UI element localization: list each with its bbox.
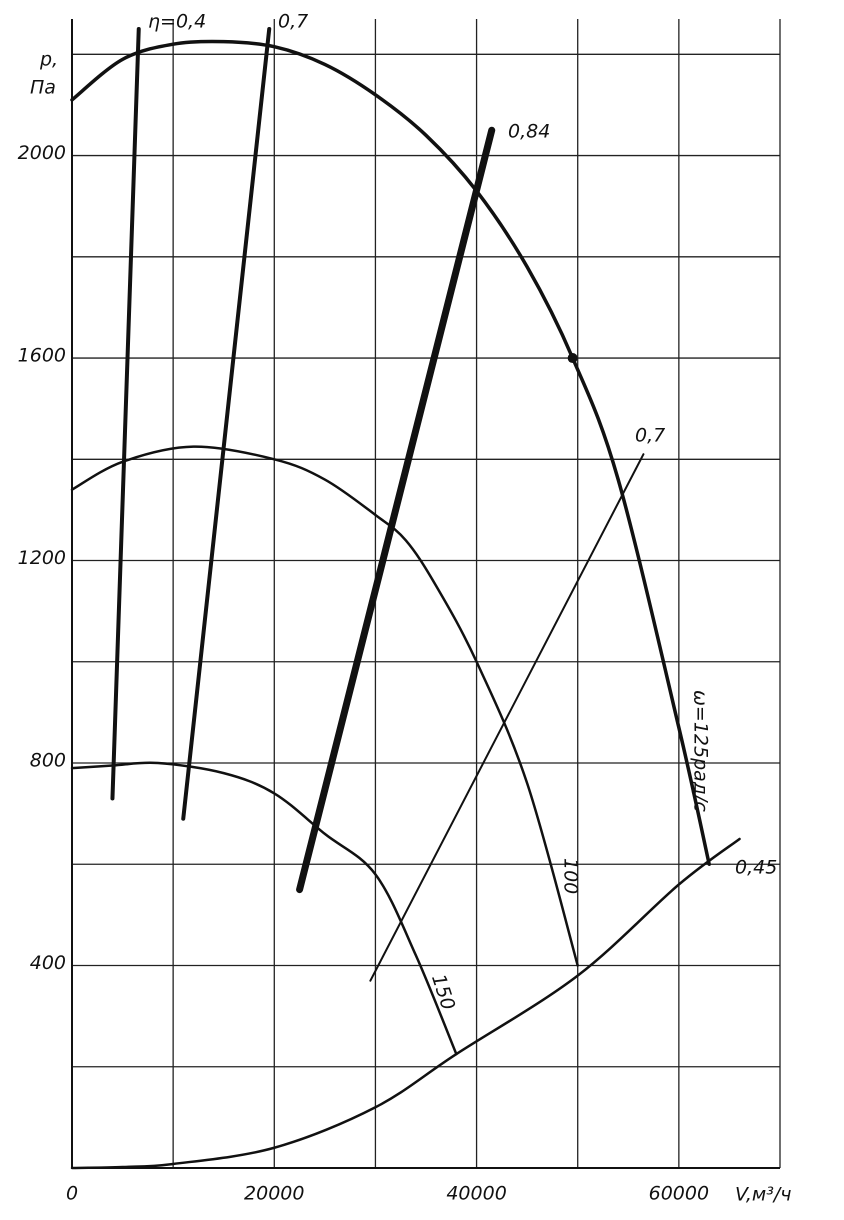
curve [181, 27, 272, 821]
y-tick-label: 400 [30, 952, 66, 974]
y-label: Па [30, 77, 56, 99]
y-tick-label: 2000 [18, 142, 66, 164]
operating-point [567, 353, 578, 364]
x-tick-label: 20000 [244, 1183, 304, 1205]
y-tick-label: 1200 [18, 547, 66, 569]
x-tick-label: 60000 [649, 1183, 709, 1205]
curve [110, 27, 141, 801]
curve-label: ω=125рад/с [690, 690, 712, 812]
x-tick-label: 0 [66, 1183, 78, 1205]
curve-label: 0,7 [278, 11, 308, 33]
curve-label: 0,7 [635, 425, 665, 447]
curve [70, 445, 579, 967]
y-tick-label: 800 [30, 750, 66, 772]
curve-label: 100 [560, 858, 582, 894]
curve-label: η=0,4 [148, 11, 206, 33]
curve [369, 453, 645, 982]
x-label: V,м³/ч [735, 1184, 791, 1206]
y-tick-label: 1600 [18, 345, 66, 367]
curve [70, 837, 741, 1170]
y-label: p, [39, 49, 58, 71]
annotation: 0,45 [735, 857, 777, 879]
curve [70, 39, 711, 867]
curve [70, 761, 458, 1056]
curve-label: 150 [427, 971, 459, 1012]
curve-label: 0,84 [508, 121, 550, 143]
curve [296, 126, 496, 894]
x-tick-label: 40000 [446, 1183, 506, 1205]
